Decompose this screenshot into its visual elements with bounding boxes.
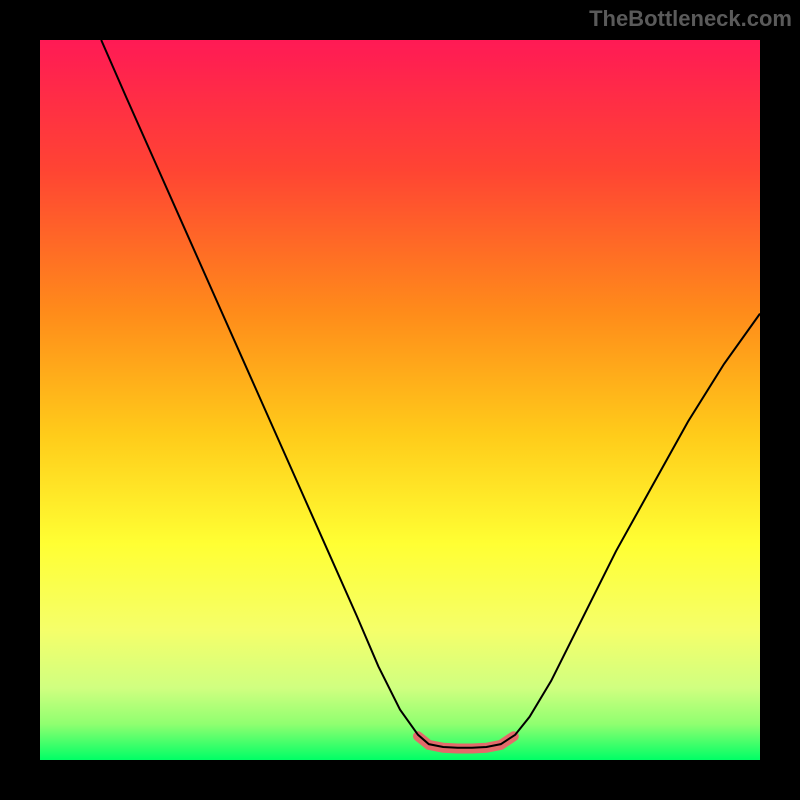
main-curve-path — [101, 40, 760, 748]
plot-area — [40, 40, 760, 760]
chart-canvas: TheBottleneck.com — [0, 0, 800, 800]
watermark-text: TheBottleneck.com — [589, 6, 792, 32]
curve-svg — [40, 40, 760, 760]
highlight-band-path — [418, 736, 514, 748]
